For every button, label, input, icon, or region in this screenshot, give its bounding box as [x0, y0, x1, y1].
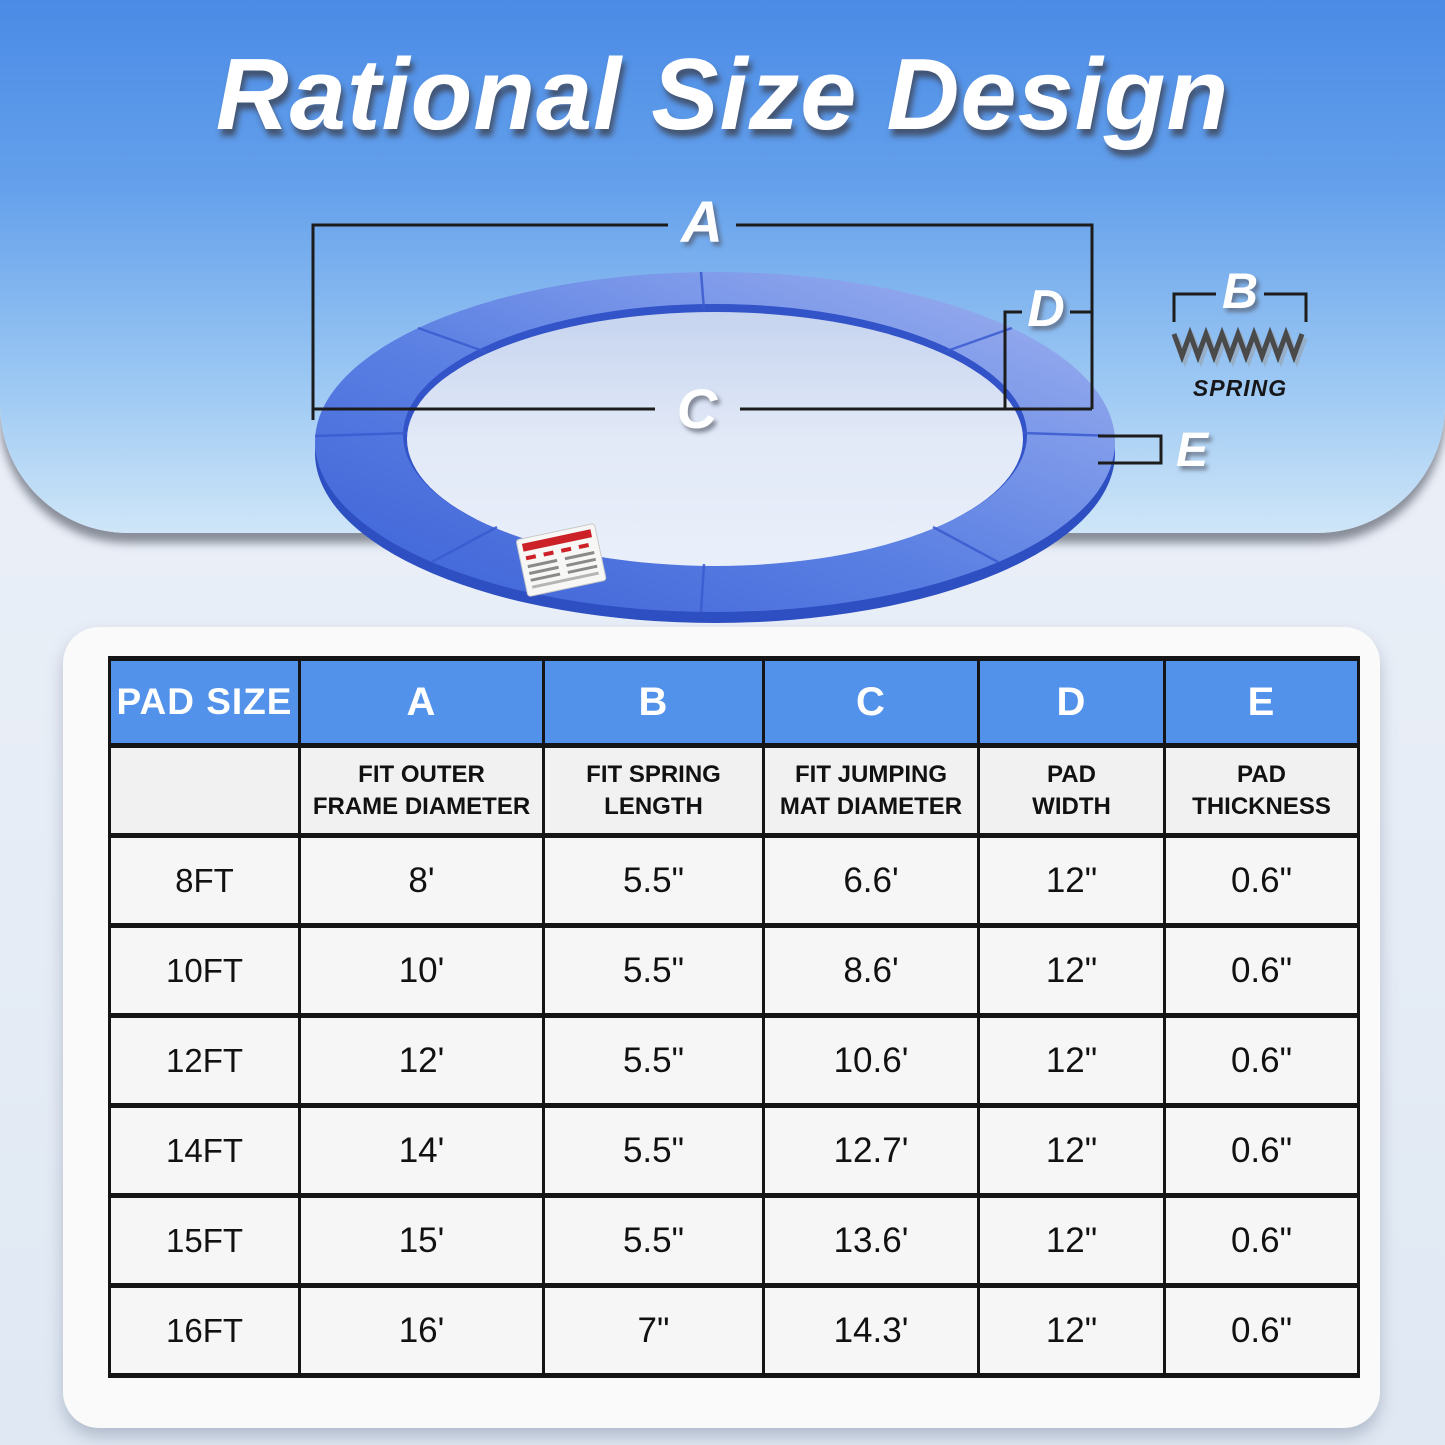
table-row: 12FT 12' 5.5" 10.6' 12" 0.6" — [108, 1013, 1360, 1108]
size-value-cell: 5.5" — [542, 1013, 765, 1108]
size-value-cell: 0.6" — [1163, 923, 1360, 1018]
row-size-label: 16FT — [108, 1283, 301, 1378]
row-size-label: 14FT — [108, 1103, 301, 1198]
column-header-c: C — [762, 656, 980, 748]
size-value-cell: 10' — [298, 923, 545, 1018]
size-value-cell: 14' — [298, 1103, 545, 1198]
size-value-cell: 12" — [977, 1103, 1166, 1198]
table-row: 10FT 10' 5.5" 8.6' 12" 0.6" — [108, 923, 1360, 1018]
row-size-label: 12FT — [108, 1013, 301, 1108]
table-row: 14FT 14' 5.5" 12.7' 12" 0.6" — [108, 1103, 1360, 1198]
size-value-cell: 8.6' — [762, 923, 980, 1018]
size-value-cell: 12" — [977, 923, 1166, 1018]
table-row: 16FT 16' 7" 14.3' 12" 0.6" — [108, 1283, 1360, 1378]
size-value-cell: 5.5" — [542, 923, 765, 1018]
column-header-b: B — [542, 656, 765, 748]
size-value-cell: 12" — [977, 1283, 1166, 1378]
size-value-cell: 5.5" — [542, 1193, 765, 1288]
size-value-cell: 12' — [298, 1013, 545, 1108]
column-header-a: A — [298, 656, 545, 748]
size-value-cell: 5.5" — [542, 833, 765, 928]
table-header-row: PAD SIZE A B C D E — [108, 656, 1360, 748]
size-value-cell: 7" — [542, 1283, 765, 1378]
column-header-d: D — [977, 656, 1166, 748]
table-description-row: FIT OUTER FRAME DIAMETER FIT SPRING LENG… — [108, 743, 1360, 838]
size-value-cell: 12" — [977, 833, 1166, 928]
size-table-card: PAD SIZE A B C D E FIT OUTER FRAME DIAME… — [63, 627, 1380, 1428]
size-value-cell: 16' — [298, 1283, 545, 1378]
size-value-cell: 12" — [977, 1193, 1166, 1288]
column-description-e: PAD THICKNESS — [1163, 743, 1360, 838]
column-description-a: FIT OUTER FRAME DIAMETER — [298, 743, 545, 838]
warning-label — [516, 523, 607, 597]
size-value-cell: 12.7' — [762, 1103, 980, 1198]
column-description-c: FIT JUMPING MAT DIAMETER — [762, 743, 980, 838]
size-value-cell: 0.6" — [1163, 1193, 1360, 1288]
column-description-b: FIT SPRING LENGTH — [542, 743, 765, 838]
size-value-cell: 6.6' — [762, 833, 980, 928]
row-size-label: 15FT — [108, 1193, 301, 1288]
size-value-cell: 10.6' — [762, 1013, 980, 1108]
size-value-cell: 15' — [298, 1193, 545, 1288]
column-header-pad-size: PAD SIZE — [108, 656, 301, 748]
table-row: 15FT 15' 5.5" 13.6' 12" 0.6" — [108, 1193, 1360, 1288]
size-value-cell: 14.3' — [762, 1283, 980, 1378]
size-value-cell: 8' — [298, 833, 545, 928]
column-description-empty — [108, 743, 301, 838]
size-value-cell: 5.5" — [542, 1103, 765, 1198]
size-value-cell: 0.6" — [1163, 1013, 1360, 1108]
row-size-label: 10FT — [108, 923, 301, 1018]
table-row: 8FT 8' 5.5" 6.6' 12" 0.6" — [108, 833, 1360, 928]
size-value-cell: 0.6" — [1163, 1283, 1360, 1378]
size-value-cell: 12" — [977, 1013, 1166, 1108]
size-value-cell: 13.6' — [762, 1193, 980, 1288]
size-value-cell: 0.6" — [1163, 1103, 1360, 1198]
column-description-d: PAD WIDTH — [977, 743, 1166, 838]
row-size-label: 8FT — [108, 833, 301, 928]
page-title: Rational Size Design — [215, 39, 1230, 151]
size-value-cell: 0.6" — [1163, 833, 1360, 928]
column-header-e: E — [1163, 656, 1360, 748]
size-table: PAD SIZE A B C D E FIT OUTER FRAME DIAME… — [108, 656, 1360, 1378]
